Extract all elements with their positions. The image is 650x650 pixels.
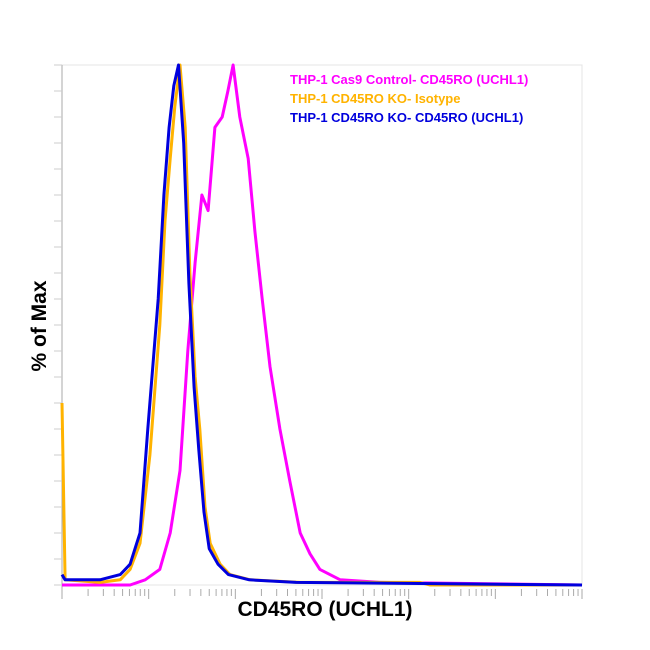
series-line-1 xyxy=(60,63,582,587)
y-axis-label: % of Max xyxy=(28,280,51,372)
legend-entry-ko: THP-1 CD45RO KO- CD45RO (UCHL1) xyxy=(290,110,524,125)
legend-entry-control: THP-1 Cas9 Control- CD45RO (UCHL1) xyxy=(290,72,529,87)
legend: THP-1 Cas9 Control- CD45RO (UCHL1) THP-1… xyxy=(290,70,528,127)
legend-entry-isotype: THP-1 CD45RO KO- Isotype xyxy=(290,91,461,106)
x-axis-label: CD45RO (UCHL1) xyxy=(237,598,413,621)
plot-frame xyxy=(61,64,583,586)
series-line-0 xyxy=(62,63,583,587)
series-line-2 xyxy=(60,63,583,587)
